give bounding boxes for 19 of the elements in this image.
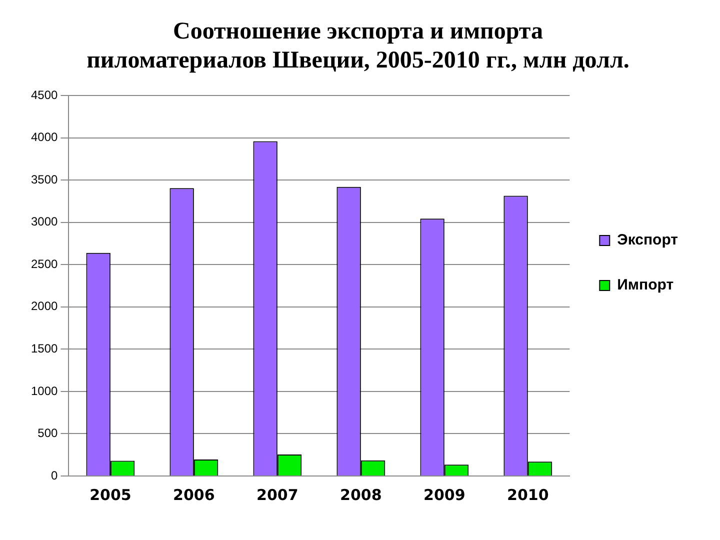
legend-label: Экспорт bbox=[617, 232, 678, 249]
y-tick-label: 4000 bbox=[30, 130, 58, 144]
y-tick-label: 2500 bbox=[30, 256, 58, 271]
y-tick-label: 3000 bbox=[30, 214, 58, 229]
y-tick-label: 1500 bbox=[30, 342, 58, 356]
y-tick-label: 4500 bbox=[30, 88, 58, 102]
x-tick-label: 2007 bbox=[256, 486, 298, 504]
x-tick-label: 2009 bbox=[424, 486, 466, 504]
x-tick-label: 2008 bbox=[340, 486, 382, 504]
y-tick-label: 2000 bbox=[30, 299, 58, 314]
x-tick-label: 2005 bbox=[90, 486, 132, 504]
y-tick-label: 3500 bbox=[30, 172, 58, 186]
y-tick-label: 500 bbox=[38, 426, 58, 440]
chart-title: Соотношение экспорта и импорта пиломатериалов Швеции, 2005-2010 гг., млн долл. bbox=[86, 18, 630, 74]
y-tick-label: 1000 bbox=[30, 384, 58, 398]
x-tick-label: 2010 bbox=[507, 486, 549, 504]
legend-label: Импорт bbox=[617, 276, 674, 294]
x-tick-label: 2006 bbox=[173, 486, 215, 504]
y-tick-label: 0 bbox=[51, 468, 58, 482]
